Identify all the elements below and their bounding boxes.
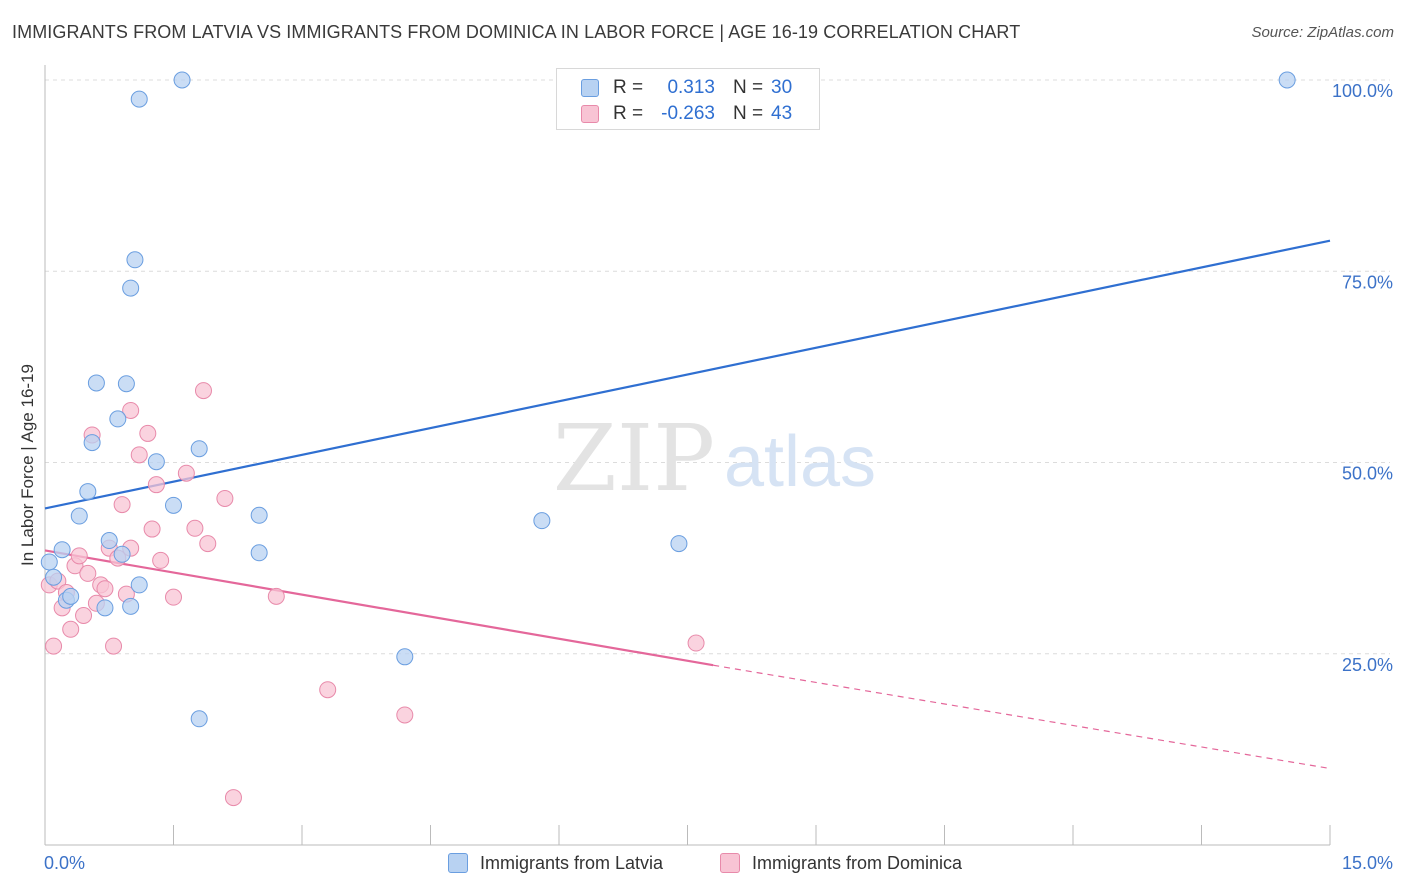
legend-label: Immigrants from Latvia: [480, 853, 664, 873]
chart-title: IMMIGRANTS FROM LATVIA VS IMMIGRANTS FRO…: [12, 22, 1021, 42]
dominica-point: [96, 580, 114, 598]
dominica-point: [224, 789, 242, 807]
dominica-point: [216, 489, 234, 507]
dominica-point: [319, 681, 337, 699]
dominica-point: [143, 520, 161, 538]
x-tick-label: 15.0%: [1342, 853, 1393, 873]
watermark-zip: ZIP: [553, 405, 715, 512]
dominica-point: [267, 587, 285, 605]
n-label: N =: [733, 103, 764, 124]
latvia-point: [396, 648, 414, 666]
dominica-trend-line-extrapolated: [713, 664, 1331, 770]
latvia-point: [250, 506, 268, 524]
dominica-point: [199, 535, 217, 553]
latvia-point: [79, 483, 97, 501]
dominica-point: [70, 547, 88, 565]
latvia-point: [113, 545, 131, 563]
latvia-point: [109, 410, 127, 428]
latvia-point: [130, 90, 148, 108]
dominica-point: [165, 588, 182, 606]
dominica-point: [113, 496, 131, 514]
dominica-swatch: [581, 105, 599, 123]
dominica-point: [152, 551, 170, 569]
dominica-point: [396, 706, 414, 724]
r-value: 0.313: [667, 77, 715, 98]
stats-row-latvia: R = 0.313 N = 30: [557, 75, 819, 103]
grid-lines: [45, 79, 1390, 655]
latvia-point: [83, 434, 101, 452]
latvia-point: [53, 541, 71, 559]
latvia-point: [173, 71, 191, 89]
dominica-point: [75, 607, 93, 624]
y-tick-label: 25.0%: [1342, 655, 1393, 675]
y-tick-label: 100.0%: [1332, 81, 1393, 101]
r-label: R =: [613, 77, 644, 98]
axes: [44, 65, 1331, 846]
latvia-point: [87, 374, 105, 392]
legend-label: Immigrants from Dominica: [752, 853, 963, 873]
latvia-point: [250, 544, 268, 562]
watermark-atlas: atlas: [724, 422, 876, 502]
latvia-point: [122, 597, 140, 615]
n-value: 30: [771, 77, 793, 98]
latvia-point: [147, 453, 165, 471]
trend-lines: [44, 239, 1331, 770]
latvia-point: [70, 507, 88, 525]
dominica-point: [687, 634, 705, 652]
dominica-point: [45, 637, 63, 655]
latvia-point: [117, 375, 135, 393]
n-value: 43: [771, 103, 793, 124]
latvia-point: [165, 496, 182, 514]
latvia-trend-line: [44, 239, 1331, 510]
r-value: -0.263: [661, 103, 715, 124]
dominica-point: [130, 446, 148, 464]
stats-row-dominica: R = -0.263 N = 43: [557, 101, 819, 129]
x-tick-label: 0.0%: [44, 853, 85, 873]
latvia-swatch: [581, 79, 599, 97]
stats-legend: R = 0.313 N = 30 R = -0.263 N = 43: [556, 68, 820, 130]
latvia-point: [45, 568, 63, 586]
dominica-point: [194, 382, 212, 400]
dominica-trend-line: [44, 549, 714, 667]
dominica-point: [105, 637, 123, 655]
latvia-point: [100, 532, 118, 550]
latvia-point: [126, 251, 144, 269]
n-label: N =: [733, 77, 764, 98]
dominica-legend-swatch: [720, 853, 740, 873]
latvia-legend-swatch: [448, 853, 468, 873]
latvia-point: [670, 535, 688, 553]
latvia-point: [122, 279, 140, 297]
dominica-point: [139, 424, 157, 442]
latvia-point: [1278, 71, 1296, 89]
latvia-point: [190, 440, 208, 458]
tick-labels: 25.0% 50.0% 75.0% 100.0% 0.0% 15.0%: [44, 81, 1393, 873]
latvia-point: [40, 553, 58, 571]
latvia-point: [62, 587, 80, 605]
latvia-point: [190, 710, 208, 728]
dominica-point: [186, 519, 204, 537]
latvia-point: [130, 576, 148, 594]
y-tick-label: 75.0%: [1342, 272, 1393, 292]
watermark: ZIP atlas: [553, 405, 876, 512]
y-tick-label: 50.0%: [1342, 464, 1393, 484]
dominica-point: [122, 401, 140, 419]
dominica-point: [79, 564, 97, 582]
dominica-point: [62, 620, 80, 638]
r-label: R =: [613, 103, 644, 124]
dominica-point: [147, 476, 165, 494]
dominica-point: [177, 464, 195, 482]
source-label: Source: ZipAtlas.com: [1251, 24, 1394, 41]
data-points: [40, 71, 1296, 807]
latvia-point: [96, 599, 114, 617]
latvia-point: [533, 512, 551, 530]
